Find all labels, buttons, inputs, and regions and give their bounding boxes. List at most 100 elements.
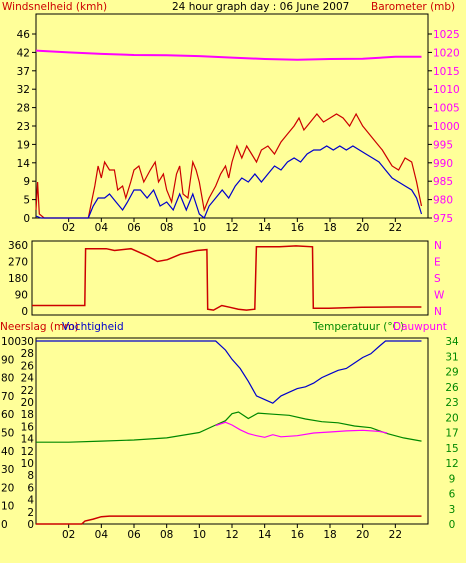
- right-tick-label-temperature: 9: [449, 473, 456, 485]
- series-rain-line: [36, 515, 422, 525]
- left-tick-label-rain: 14: [21, 434, 35, 446]
- title-barometer: Barometer (mb): [371, 1, 455, 13]
- left-tick-label-rain: 24: [21, 373, 35, 385]
- x-tick-label-panel3: 06: [127, 529, 141, 541]
- left-tick-label-humidity: 30: [1, 464, 14, 476]
- series-wind-gust-line: [35, 112, 423, 219]
- right-tick-label-pressure: 1000: [433, 121, 460, 133]
- right-tick-label-pressure: 1010: [433, 84, 460, 96]
- left-tick-label-humidity: 100: [1, 336, 21, 348]
- x-tick-label-panel3: 20: [356, 529, 369, 541]
- x-tick-label-panel1: 20: [356, 222, 369, 234]
- series-temperature-line: [36, 411, 422, 443]
- x-tick-label-panel1: 16: [291, 222, 305, 234]
- right-tick-label-compass: N: [434, 306, 442, 318]
- right-tick-label-temperature: 23: [445, 397, 458, 409]
- series-dewpoint-line: [215, 421, 388, 438]
- title-wind-speed: Windsnelheid (kmh): [2, 1, 107, 13]
- left-tick-label-rain: 16: [21, 421, 35, 433]
- right-tick-label-temperature: 0: [449, 519, 456, 531]
- left-tick-label-rain: 22: [21, 385, 34, 397]
- x-tick-label-panel3: 12: [225, 529, 238, 541]
- right-tick-label-temperature: 26: [445, 382, 459, 394]
- panel-wind-direction: [31, 240, 429, 316]
- left-tick-label-rain: 10: [21, 458, 34, 470]
- right-tick-label-pressure: 1020: [433, 47, 460, 59]
- x-tick-label-panel1: 14: [258, 222, 272, 234]
- right-tick-label-temperature: 29: [445, 367, 458, 379]
- left-tick-label-rain: 8: [27, 470, 34, 482]
- left-tick-label-humidity: 90: [1, 354, 14, 366]
- title-dewpoint: Dauwpunt: [393, 321, 447, 333]
- right-tick-label-pressure: 995: [433, 139, 453, 151]
- right-tick-label-compass: W: [434, 290, 445, 302]
- left-tick-label-rain: 12: [21, 446, 34, 458]
- left-tick-label-humidity: 70: [1, 391, 14, 403]
- left-tick-label-direction: 0: [21, 306, 28, 318]
- right-tick-label-pressure: 985: [433, 176, 453, 188]
- left-tick-label-humidity: 40: [1, 446, 14, 458]
- left-tick-label-direction: 180: [8, 273, 28, 285]
- right-tick-label-temperature: 17: [445, 428, 458, 440]
- left-tick-label-wind: 46: [17, 29, 31, 41]
- x-tick-label-panel1: 10: [193, 222, 206, 234]
- right-tick-label-temperature: 6: [449, 489, 456, 501]
- left-tick-label-wind: 19: [17, 139, 30, 151]
- right-tick-label-pressure: 1005: [433, 103, 460, 115]
- left-tick-label-wind: 23: [17, 121, 30, 133]
- left-tick-label-rain: 2: [27, 507, 34, 519]
- right-tick-label-temperature: 31: [445, 351, 458, 363]
- x-tick-label-panel1: 02: [62, 222, 75, 234]
- right-tick-label-pressure: 980: [433, 195, 453, 207]
- right-tick-label-temperature: 34: [445, 336, 459, 348]
- left-tick-label-rain: 0: [27, 519, 34, 531]
- left-tick-label-wind: 42: [17, 47, 30, 59]
- right-tick-label-pressure: 990: [433, 158, 453, 170]
- x-tick-label-panel3: 14: [258, 529, 272, 541]
- left-tick-label-humidity: 50: [1, 428, 14, 440]
- x-tick-label-panel3: 08: [160, 529, 173, 541]
- right-tick-label-pressure: 1015: [433, 66, 460, 78]
- series-wind-direction-line: [32, 245, 422, 311]
- right-tick-label-compass: S: [434, 273, 441, 285]
- title-graph-day: 24 hour graph day : 06 June 2007: [172, 1, 349, 13]
- left-tick-label-humidity: 80: [1, 373, 14, 385]
- left-tick-label-humidity: 60: [1, 409, 14, 421]
- left-tick-label-rain: 28: [21, 348, 34, 360]
- right-tick-label-temperature: 15: [445, 443, 458, 455]
- left-tick-label-humidity: 0: [1, 519, 8, 531]
- title-temperature: Temperatuur (°C): [312, 321, 404, 333]
- x-tick-label-panel3: 02: [62, 529, 75, 541]
- right-tick-label-pressure: 1025: [433, 29, 460, 41]
- left-tick-label-direction: 270: [8, 257, 28, 269]
- right-tick-label-pressure: 975: [433, 213, 453, 225]
- left-tick-label-humidity: 10: [1, 501, 14, 513]
- left-tick-label-humidity: 20: [1, 482, 14, 494]
- right-tick-label-temperature: 12: [445, 458, 458, 470]
- x-tick-label-panel3: 04: [95, 529, 109, 541]
- x-tick-label-panel1: 04: [95, 222, 109, 234]
- left-tick-label-rain: 26: [21, 360, 35, 372]
- right-tick-label-temperature: 20: [445, 412, 458, 424]
- title-humidity: Vochtigheid: [62, 321, 124, 333]
- left-tick-label-rain: 20: [21, 397, 34, 409]
- left-tick-label-wind: 32: [17, 84, 30, 96]
- x-tick-label-panel3: 22: [389, 529, 402, 541]
- x-tick-label-panel1: 22: [389, 222, 402, 234]
- left-tick-label-rain: 18: [21, 409, 34, 421]
- left-tick-label-direction: 90: [15, 290, 28, 302]
- x-tick-label-panel1: 18: [323, 222, 336, 234]
- title-rain: Neerslag (mm): [0, 321, 79, 333]
- x-tick-label-panel3: 10: [193, 529, 206, 541]
- right-tick-label-temperature: 3: [449, 504, 456, 516]
- left-tick-label-wind: 14: [17, 158, 31, 170]
- x-tick-label-panel1: 06: [127, 222, 141, 234]
- left-tick-label-rain: 30: [21, 336, 34, 348]
- x-tick-label-panel1: 12: [225, 222, 238, 234]
- left-tick-label-wind: 0: [23, 213, 30, 225]
- x-tick-label-panel3: 18: [323, 529, 336, 541]
- left-tick-label-wind: 28: [17, 103, 30, 115]
- right-tick-label-compass: E: [434, 257, 441, 269]
- right-tick-label-compass: N: [434, 240, 442, 252]
